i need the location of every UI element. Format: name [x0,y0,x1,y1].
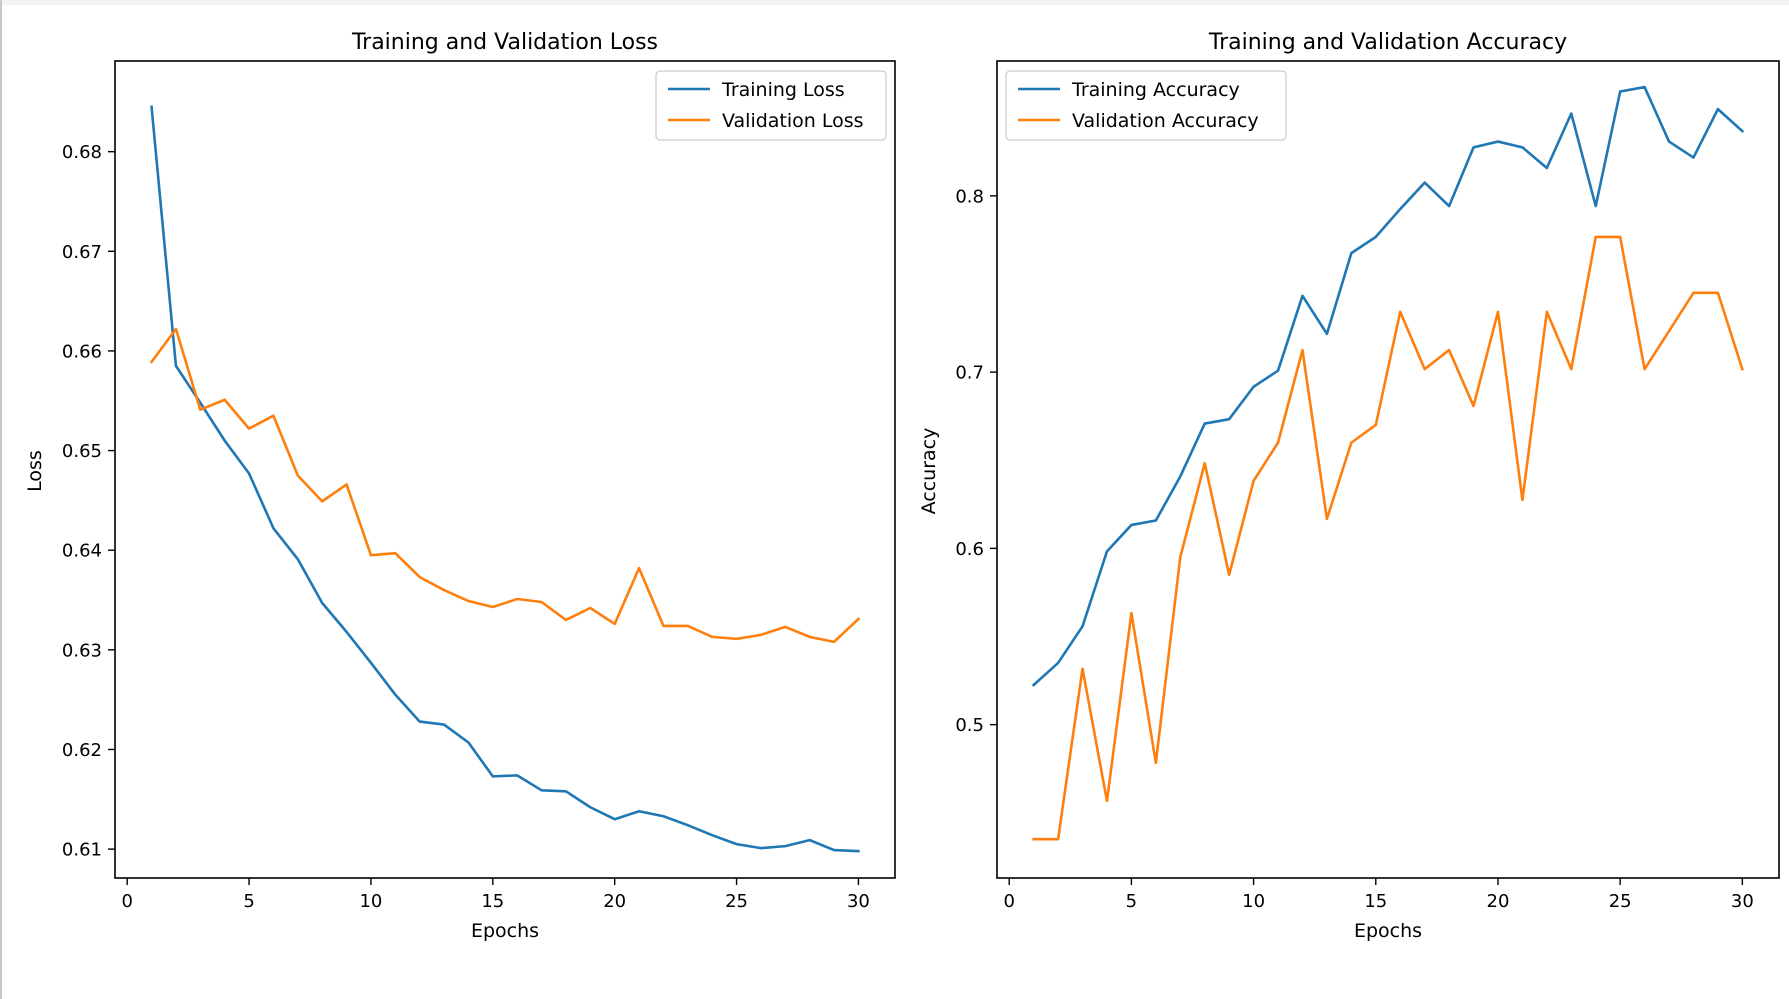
loss-legend-label-validation: Validation Loss [722,110,864,132]
accuracy-legend: Training Accuracy Validation Accuracy [1005,70,1287,141]
loss-ytick-label: 0.68 [62,142,102,163]
accuracy-legend-label-training: Training Accuracy [1071,79,1240,101]
accuracy-ytick-label: 0.7 [955,363,984,384]
accuracy-chart-xlabel: Epochs [1354,920,1422,942]
loss-ytick-label: 0.67 [62,242,102,263]
loss-xtick-label: 25 [725,891,748,912]
loss-legend-box [655,70,887,141]
accuracy-chart: Training and Validation Accuracy Epochs … [918,30,1780,942]
accuracy-xtick-label: 20 [1487,891,1510,912]
accuracy-ytick-label: 0.5 [955,715,984,736]
loss-chart: Training and Validation Loss Epochs Loss… [24,30,896,942]
loss-plot-frame [114,60,896,879]
accuracy-xtick-label: 25 [1609,891,1632,912]
loss-chart-xlabel: Epochs [471,920,539,942]
accuracy-legend-box [1005,70,1287,141]
accuracy-ytick-label: 0.8 [955,186,984,207]
accuracy-xtick-label: 15 [1364,891,1387,912]
loss-chart-ylabel: Loss [24,450,46,492]
loss-xtick-label: 20 [603,891,626,912]
accuracy-series-layer [1031,85,1745,841]
accuracy-xtick-label: 30 [1731,891,1754,912]
loss-ytick-label: 0.62 [62,740,102,761]
loss-ytick-label: 0.64 [62,541,102,562]
accuracy-plot-frame [996,60,1780,879]
loss-series-validation-line [149,327,861,644]
accuracy-xtick-label: 0 [1003,891,1014,912]
loss-chart-title: Training and Validation Loss [351,30,658,55]
accuracy-series-training-line [1031,85,1745,687]
loss-legend-label-training: Training Loss [721,79,845,101]
loss-legend: Training Loss Validation Loss [655,70,887,141]
top-strip [0,0,1789,5]
accuracy-xtick-label: 5 [1126,891,1137,912]
loss-xtick-label: 0 [121,891,132,912]
loss-xtick-label: 5 [243,891,254,912]
loss-series-layer [149,105,861,853]
loss-ytick-label: 0.65 [62,441,102,462]
accuracy-legend-label-validation: Validation Accuracy [1072,110,1259,132]
loss-xtick-label: 10 [359,891,382,912]
loss-xtick-label: 15 [481,891,504,912]
loss-series-training-line [150,105,860,853]
accuracy-series-validation-line [1032,235,1744,841]
loss-ytick-label: 0.66 [62,341,102,362]
loss-ytick-label: 0.61 [62,840,102,861]
accuracy-chart-ylabel: Accuracy [918,428,940,515]
accuracy-tick-layer: 0 5 10 15 20 25 30 0.5 0.6 0.7 0.8 [955,186,1753,912]
loss-tick-layer: 0 5 10 15 20 25 30 0.61 0.62 0.63 0.64 0.65 0.66 0.67… [62,142,870,912]
left-edge [0,0,2,999]
loss-ytick-label: 0.63 [62,640,102,661]
accuracy-xtick-label: 10 [1242,891,1265,912]
accuracy-ytick-label: 0.6 [955,539,984,560]
accuracy-chart-title: Training and Validation Accuracy [1208,30,1567,55]
loss-xtick-label: 30 [847,891,870,912]
